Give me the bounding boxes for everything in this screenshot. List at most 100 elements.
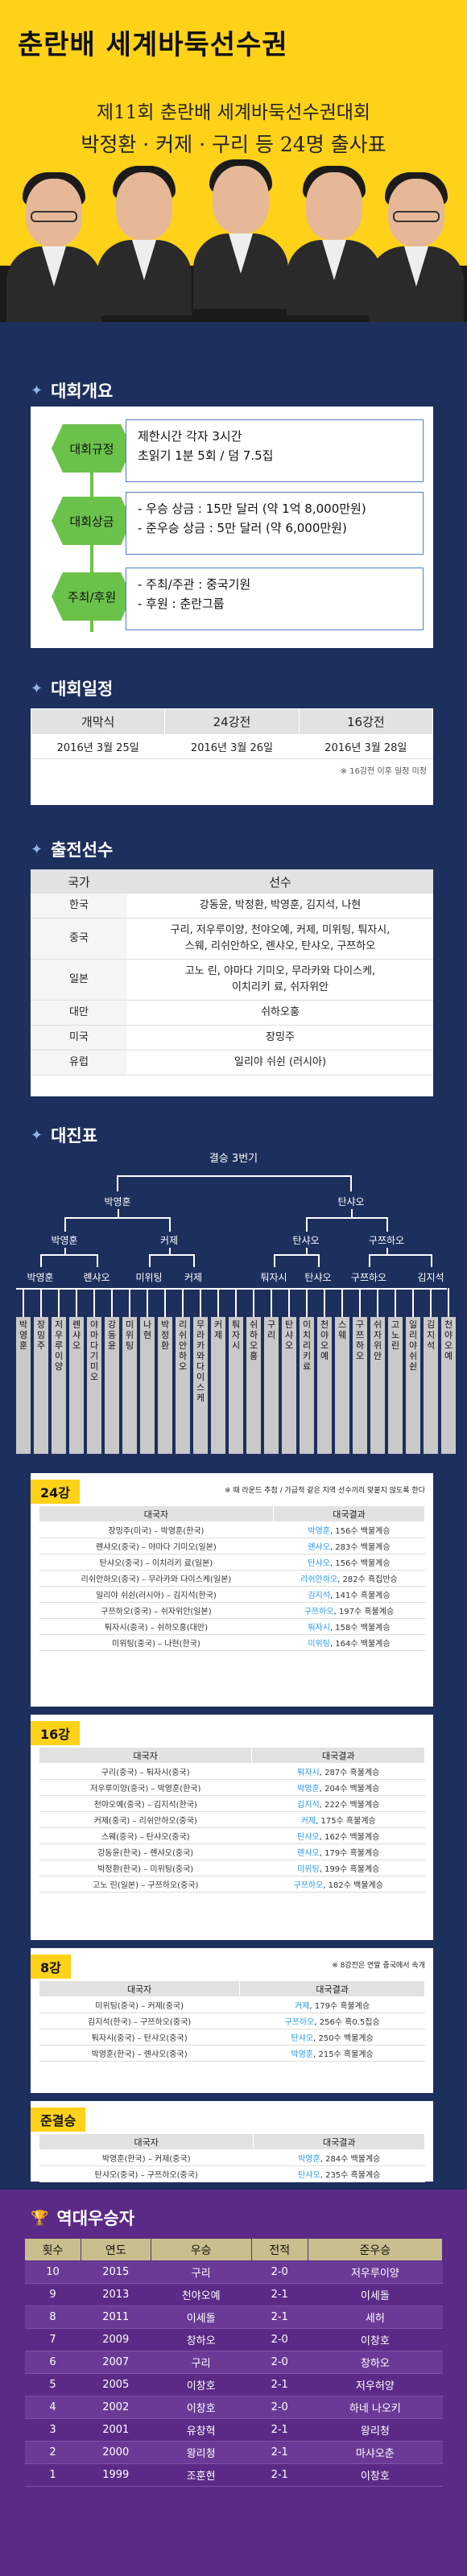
winner-name: 박영훈 [297,1785,320,1794]
match-cell: 구쯔하오(중국) – 쉬자위안(일본) [39,1602,274,1619]
history-cell: 2-1 [251,2418,308,2442]
bracket-line [324,1288,325,1317]
match-cell: 퉈자시(중국) – 쉬하오훙(대만) [39,1618,274,1635]
star-icon: ✦ [31,1126,43,1144]
bracket-line [40,1254,42,1267]
history-heading: 🏆 역대우승자 [31,2209,135,2228]
round-note: ※ 때 라운드 추첨 / 가급적 같은 지역 선수끼리 맞붙지 않도록 한다 [224,1487,425,1495]
match-cell: 저우루이양(중국) – 박영훈(한국) [39,1779,252,1796]
result-cell: 박영훈, 284수 백불계승 [253,2149,425,2166]
bracket-line [164,1288,166,1317]
bracket-entrant: 박정환 [158,1317,172,1454]
table-row: 퉈자시(중국) – 탄샤오(중국) 탄샤오, 250수 백불계승 [39,2029,425,2046]
column-header: 연도 [81,2238,151,2261]
bracket-line [386,1248,388,1254]
result-detail: , 235수 흑불계승 [320,2171,381,2180]
history-cell: 2011 [81,2306,151,2329]
bracket-entrant: 탄샤오 [282,1317,296,1454]
winner-name: 구쯔하오 [284,2018,315,2027]
table-row: 미국 장밍주 [31,1025,433,1051]
player-photo [193,159,288,309]
result-cell: 김지석, 141수 흑불계승 [273,1586,425,1603]
winner-name: 김지석 [297,1801,320,1810]
bracket-player: 퉈자시 [260,1272,287,1283]
history-cell: 이창호 [151,2396,252,2419]
table-row: 중국 구리, 저우루이양, 천야오예, 커제, 미위팅, 퉈자시, 스웨, 리쉬안하… [31,918,433,960]
bracket-line [369,1254,370,1267]
match-cell: 강동윤(한국) – 롄샤오(중국) [39,1843,252,1860]
bracket-entrant: 일리야쉬쉰 [406,1317,420,1454]
result-detail: , 179수 흑불계승 [319,1849,380,1858]
history-cell: 5 [24,2373,81,2396]
history-cell: 10 [24,2260,81,2284]
bracket-entrant: 퉈자시 [229,1317,243,1454]
bracket-line [288,1288,290,1317]
history-cell: 구리 [151,2260,252,2284]
column-header: 대국자 [38,2133,254,2150]
roster-panel: 국가 선수 한국 강동윤, 박정환, 박영훈, 김지석, 나현 중국 구리, 저우루이… [31,869,433,1096]
overview-heading: ✦ 대회개요 [31,382,114,401]
bracket-entrant: 쉬자위안 [370,1317,385,1454]
history-cell: 2000 [81,2441,151,2464]
table-row: 구리(중국) – 퉈자시(중국) 퉈자시, 287수 흑불계승 [39,1763,425,1780]
match-cell: 롄샤오(중국) – 야마다 기미오(일본) [39,1538,274,1554]
bracket-entrant: 김지석 [424,1317,438,1454]
winner-name: 커제 [295,2002,310,2011]
bracket-line [149,1254,193,1256]
history-cell: 이창호 [308,2328,443,2351]
bracket-line [23,1288,24,1317]
column-header: 대국결과 [251,1747,425,1764]
history-cell: 1999 [81,2463,151,2487]
bracket-line [169,1248,171,1254]
result-detail: , 215수 흑불계승 [313,2050,374,2059]
bracket-line [430,1288,432,1317]
overview-label: 대회규정 [52,424,132,473]
column-header: 대국결과 [239,1980,425,1997]
history-cell: 유창혁 [151,2418,252,2442]
player-photo [6,172,101,322]
bracket-player: 탄샤오 [292,1235,320,1246]
bracket-line [147,1288,148,1317]
result-cell: 롄샤오, 179수 흑불계승 [251,1843,425,1860]
bracket-line [306,1217,386,1219]
winner-name: 탄샤오 [297,1833,320,1842]
history-cell: 마샤오춘 [308,2441,443,2464]
column-header: 대국결과 [272,1505,426,1522]
history-cell: 3 [24,2418,81,2442]
bracket-player: 구쯔하오 [368,1235,405,1246]
table-row: 롄샤오(중국) – 야마다 기미오(일본) 롄샤오, 283수 백불계승 [39,1538,425,1554]
bracket-entrant: 구쯔하오 [353,1317,367,1454]
result-detail: , 222수 백불계승 [319,1801,380,1810]
history-cell: 2-1 [251,2373,308,2396]
bracket-entrant: 미위팅 [122,1317,137,1454]
history-cell: 2-1 [251,2306,308,2329]
bracket-line [386,1217,388,1232]
history-cell: 창하오 [151,2328,252,2351]
match-cell: 박영훈(한국) – 롄샤오(중국) [39,2045,240,2062]
column-header: 준우승 [307,2238,444,2261]
history-cell: 2005 [81,2373,151,2396]
result-cell: 구쯔하오, 256수 흑0.5집승 [239,2013,425,2029]
history-cell: 왕리청 [308,2418,443,2442]
bracket-player: 탄샤오 [304,1272,332,1283]
match-cell: 탄샤오(중국) – 이치리키 료(일본) [39,1554,274,1571]
history-cell: 2-0 [251,2396,308,2419]
history-cell: 2 [24,2441,81,2464]
bracket-line [395,1288,396,1317]
history-cell: 세허 [308,2306,443,2329]
history-cell: 이세돌 [308,2283,443,2306]
winner-name: 롄샤오 [297,1849,320,1858]
column-header: 전적 [250,2238,308,2261]
winner-name: 리쉬안하오 [300,1575,338,1584]
player-photo [287,166,382,316]
bracket-line [431,1254,432,1267]
result-detail: , 250수 백불계승 [313,2034,374,2043]
bracket-line [182,1288,184,1317]
bracket-line [40,1288,42,1317]
table-row: 8 2011 이세돌 2-1 세허 [24,2306,443,2329]
history-cell: 창하오 [308,2351,443,2374]
bracket-line [97,1254,98,1267]
bracket-line [274,1254,275,1267]
history-cell: 2002 [81,2396,151,2419]
bracket-entrant: 커제 [211,1317,225,1454]
